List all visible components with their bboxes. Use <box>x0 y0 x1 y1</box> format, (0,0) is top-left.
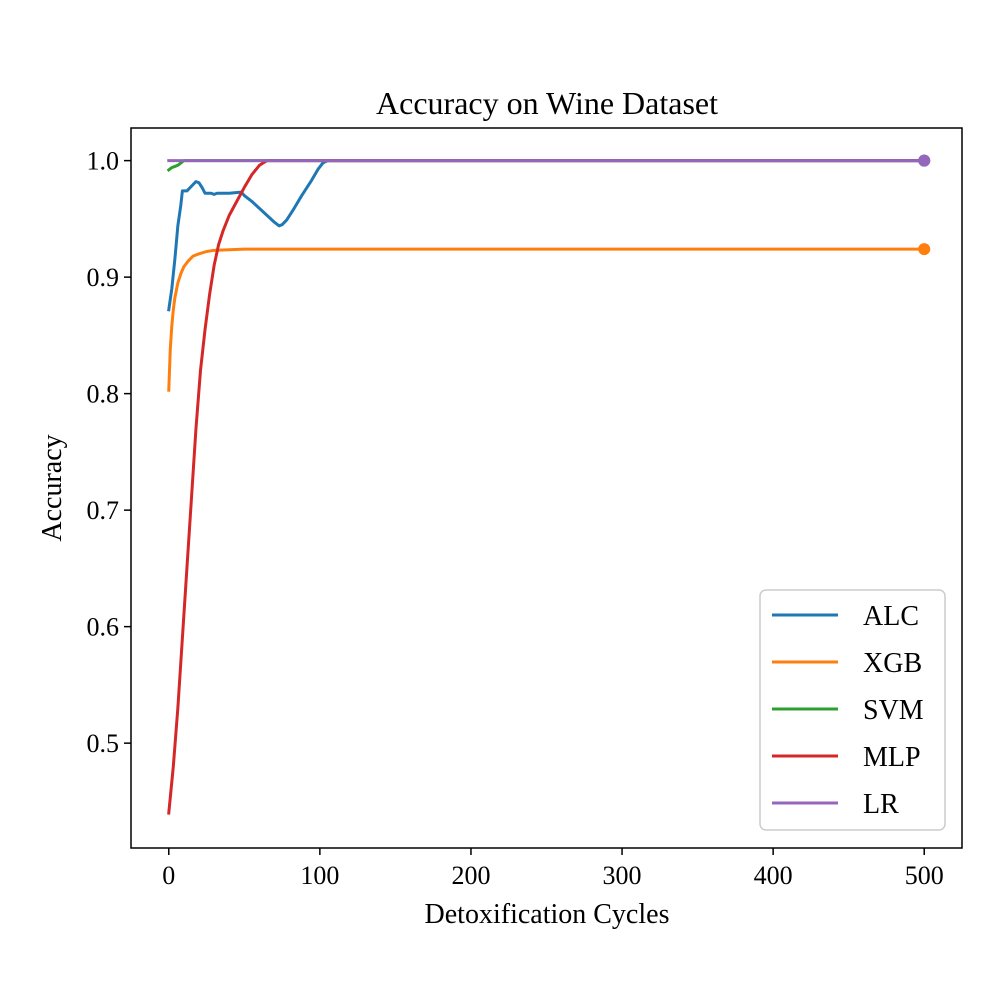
y-tick-label-0.7: 0.7 <box>87 496 120 525</box>
y-axis-label: Accuracy <box>37 434 68 541</box>
x-tick-label-100: 100 <box>300 861 339 890</box>
legend-label-lr: LR <box>863 789 899 820</box>
y-tick-label-0.9: 0.9 <box>87 263 120 292</box>
series-line-xgb <box>167 247 926 392</box>
series-line-alc <box>167 159 926 312</box>
legend-label-svm: SVM <box>863 695 924 726</box>
y-tick-label-0.5: 0.5 <box>87 729 120 758</box>
legend-box <box>759 589 946 831</box>
series-line-mlp <box>167 159 926 815</box>
plot-area: 0 100 200 300 400 500 0.5 0.6 0.7 0.8 0.9 1.0 <box>87 127 963 890</box>
x-tick-label-0: 0 <box>162 861 175 890</box>
axes-frame <box>130 127 963 849</box>
x-axis-label: Detoxification Cycles <box>425 899 670 930</box>
end-marker-xgb <box>918 243 931 256</box>
x-tick-label-400: 400 <box>754 861 793 890</box>
chart-title: Accuracy on Wine Dataset <box>376 85 718 121</box>
x-tick-label-300: 300 <box>603 861 642 890</box>
x-tick-label-500: 500 <box>905 861 944 890</box>
legend-label-xgb: XGB <box>863 648 922 679</box>
legend-label-alc: ALC <box>863 601 919 632</box>
y-tick-label-1.0: 1.0 <box>87 147 120 176</box>
x-tick-label-200: 200 <box>451 861 490 890</box>
y-tick-label-0.8: 0.8 <box>87 380 120 409</box>
end-marker-lr <box>918 154 931 167</box>
legend: ALC XGB SVM MLP LR <box>759 589 946 831</box>
legend-label-mlp: MLP <box>863 742 921 773</box>
y-tick-label-0.6: 0.6 <box>87 613 120 642</box>
